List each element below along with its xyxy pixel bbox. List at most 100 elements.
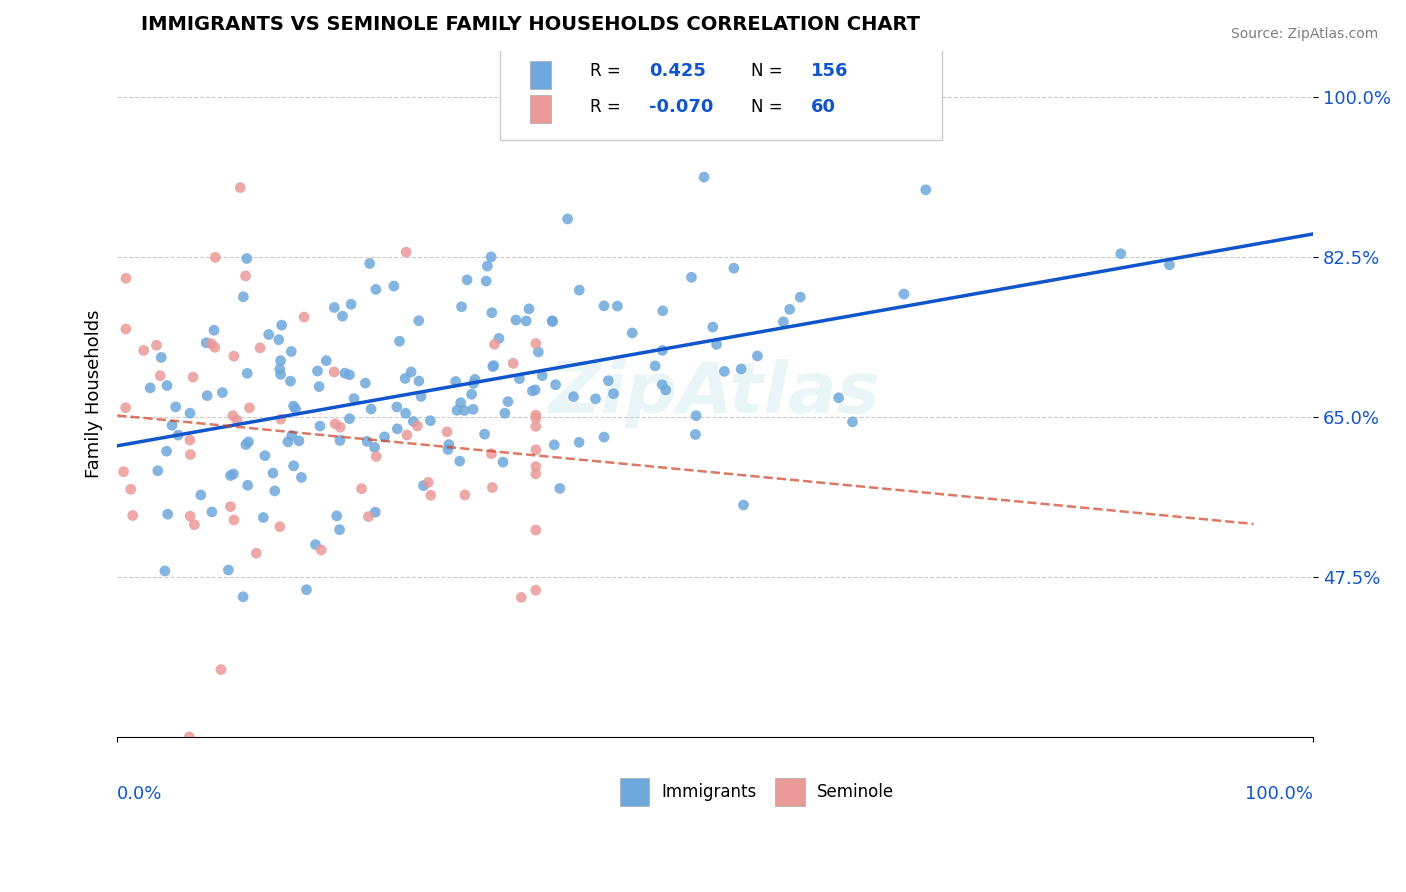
Point [245, 546, 267, 560]
Point [309, 419, 332, 434]
Point [524, 442, 547, 457]
Text: 0.425: 0.425 [650, 62, 706, 80]
Point [527, 345, 550, 359]
Point [179, 730, 201, 744]
Point [1109, 246, 1132, 260]
Point [524, 467, 547, 481]
Point [323, 365, 346, 379]
Point [179, 448, 201, 462]
Point [1159, 258, 1181, 272]
Point [366, 450, 388, 464]
Point [531, 368, 554, 383]
Point [693, 170, 716, 185]
Point [226, 413, 249, 427]
Point [222, 513, 245, 527]
Point [195, 389, 218, 403]
Point [323, 301, 346, 315]
Point [283, 458, 305, 473]
Point [479, 250, 502, 264]
Point [446, 403, 468, 417]
Point [200, 336, 222, 351]
Point [323, 417, 346, 431]
Point [524, 383, 547, 397]
Point [340, 297, 363, 311]
Point [408, 374, 430, 388]
Point [544, 377, 567, 392]
Point [568, 435, 591, 450]
Point [651, 377, 673, 392]
Point [450, 395, 472, 409]
Point [235, 268, 257, 283]
Point [450, 300, 472, 314]
FancyBboxPatch shape [530, 62, 551, 88]
Point [156, 378, 179, 392]
Point [437, 442, 460, 457]
Point [280, 374, 302, 388]
Point [270, 318, 292, 333]
Point [602, 386, 624, 401]
Point [524, 459, 547, 474]
Point [277, 434, 299, 449]
Point [219, 500, 242, 514]
Point [496, 394, 519, 409]
Text: Source: ZipAtlas.com: Source: ZipAtlas.com [1230, 27, 1378, 41]
Point [222, 467, 245, 481]
Point [167, 428, 190, 442]
Point [329, 420, 352, 434]
Point [394, 371, 416, 385]
Point [209, 663, 232, 677]
Point [222, 409, 245, 423]
Point [606, 299, 628, 313]
Text: Seminole: Seminole [817, 783, 894, 801]
Point [517, 301, 540, 316]
Point [307, 364, 329, 378]
Point [409, 389, 432, 403]
Point [482, 359, 505, 373]
Point [179, 433, 201, 447]
Point [444, 375, 467, 389]
Point [494, 406, 516, 420]
Point [270, 368, 292, 382]
Point [524, 583, 547, 598]
Point [827, 391, 849, 405]
Point [387, 422, 409, 436]
Text: R =: R = [589, 62, 620, 80]
Point [328, 523, 350, 537]
Point [460, 387, 482, 401]
Point [236, 367, 259, 381]
Point [477, 259, 499, 273]
Point [524, 411, 547, 425]
Point [155, 444, 177, 458]
Point [456, 273, 478, 287]
Point [269, 362, 291, 376]
Point [453, 403, 475, 417]
Point [332, 309, 354, 323]
Point [295, 582, 318, 597]
Point [160, 418, 183, 433]
Point [204, 340, 226, 354]
Point [360, 402, 382, 417]
Point [488, 331, 510, 345]
Point [339, 368, 361, 382]
Point [235, 437, 257, 451]
Point [315, 353, 337, 368]
Point [436, 425, 458, 439]
Y-axis label: Family Households: Family Households [86, 310, 103, 478]
Point [681, 270, 703, 285]
Point [190, 488, 212, 502]
Point [524, 336, 547, 351]
Point [222, 349, 245, 363]
Point [238, 434, 260, 449]
Text: IMMIGRANTS VS SEMINOLE FAMILY HOUSEHOLDS CORRELATION CHART: IMMIGRANTS VS SEMINOLE FAMILY HOUSEHOLDS… [141, 15, 920, 34]
Point [280, 344, 302, 359]
Point [713, 364, 735, 378]
Point [236, 252, 259, 266]
Point [730, 362, 752, 376]
Point [257, 327, 280, 342]
Point [685, 427, 707, 442]
Point [418, 475, 440, 490]
Point [402, 415, 425, 429]
Text: R =: R = [589, 98, 620, 116]
Point [120, 482, 142, 496]
Point [502, 356, 524, 370]
